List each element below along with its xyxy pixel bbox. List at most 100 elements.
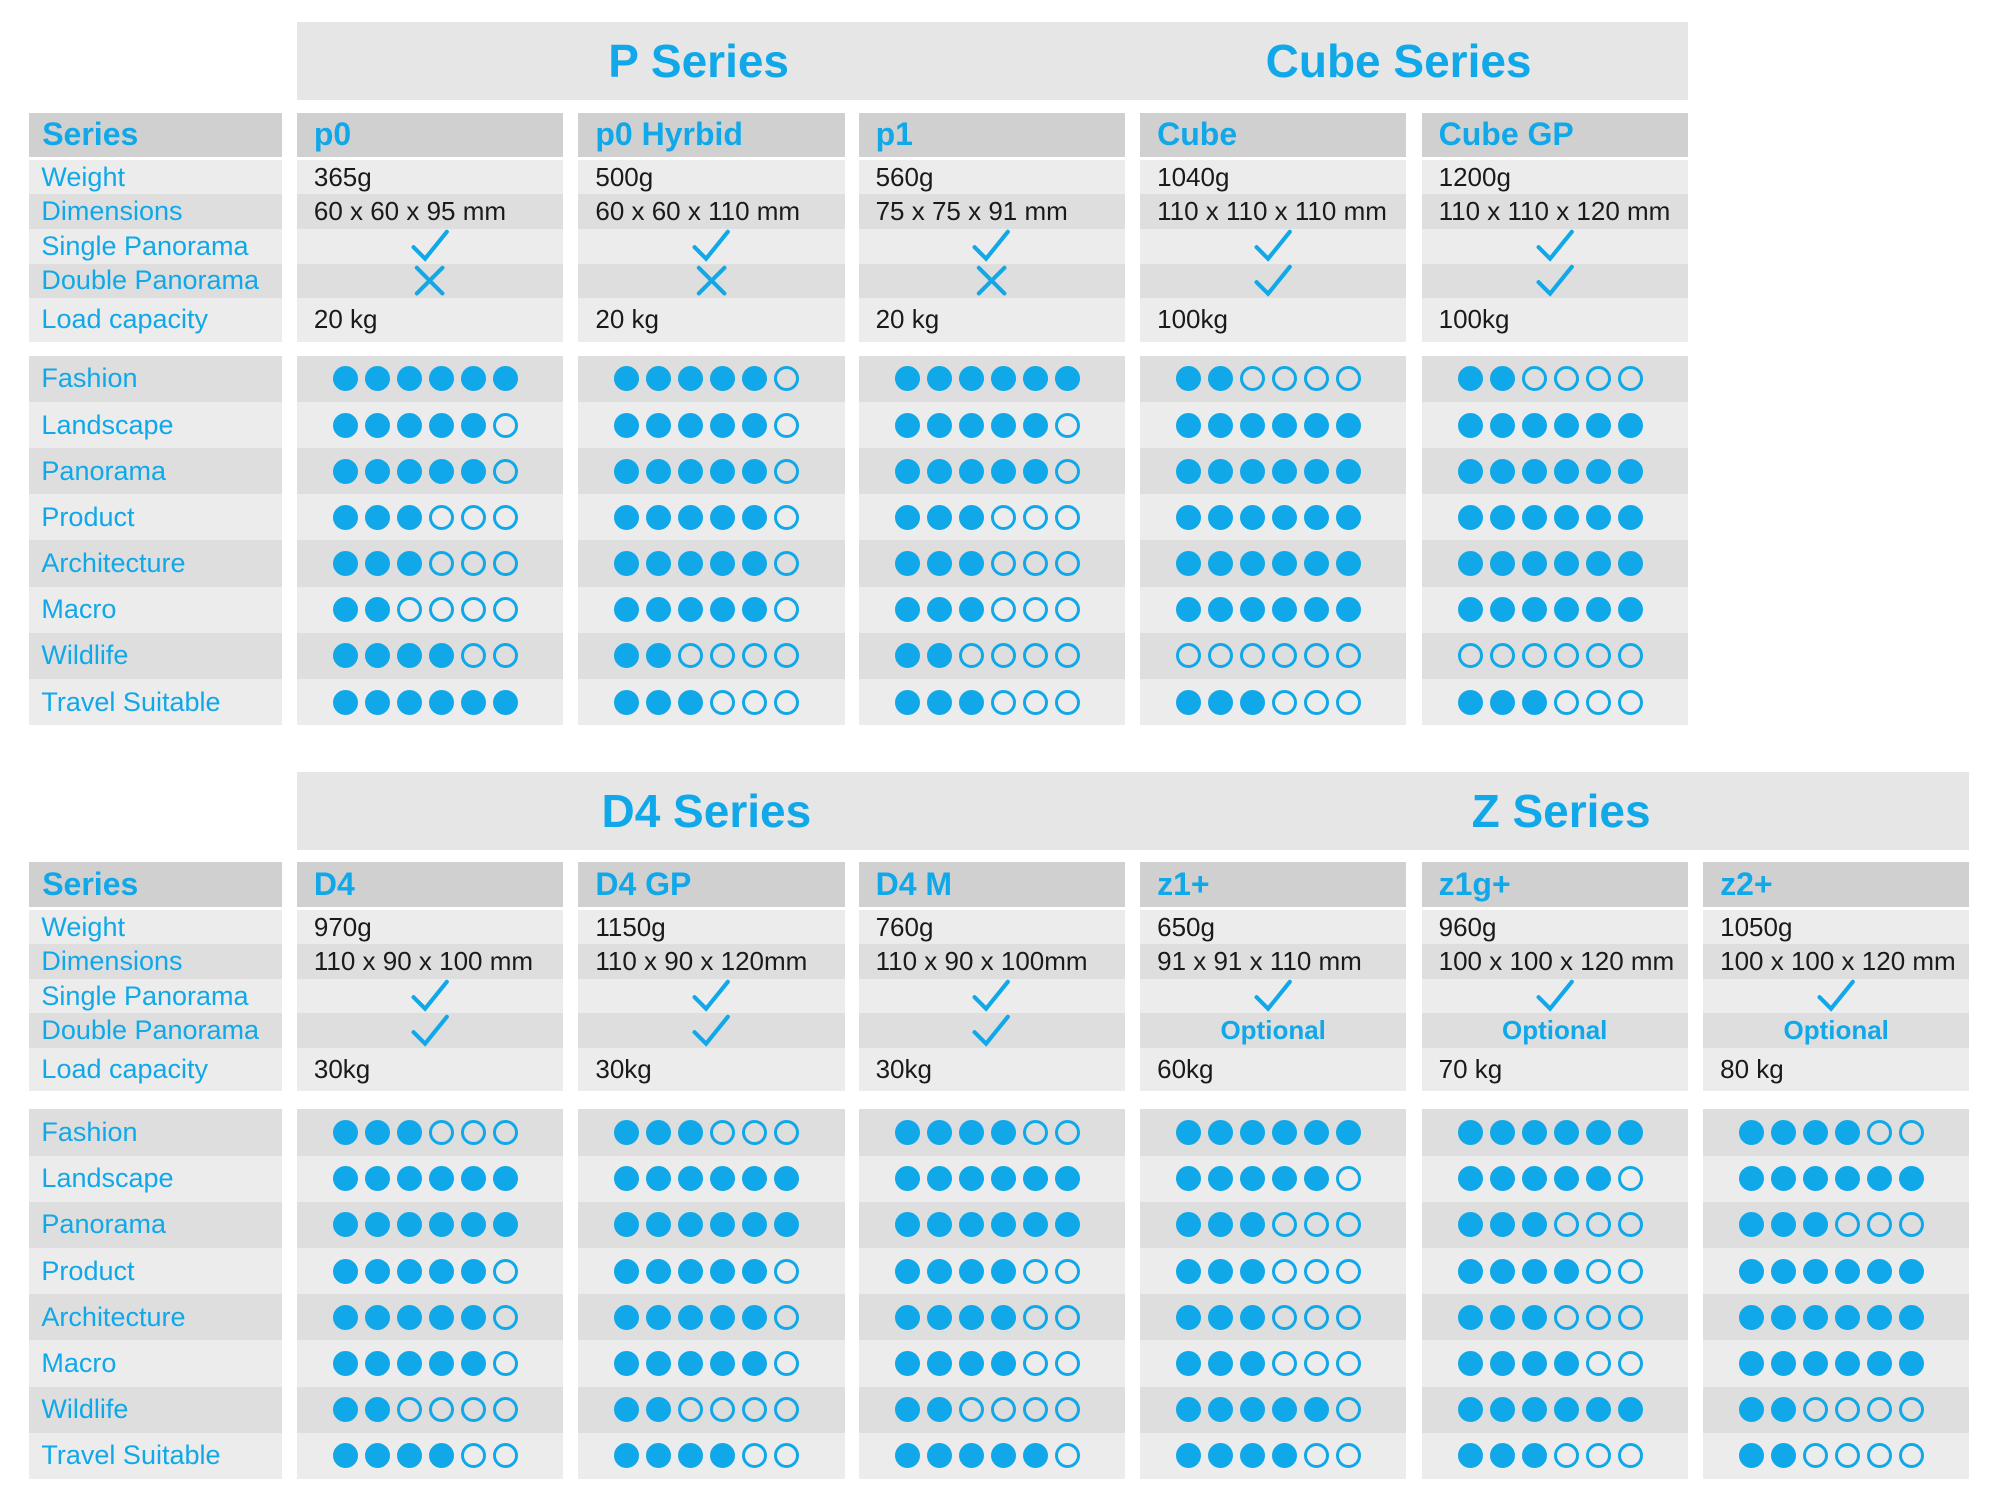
rating-row xyxy=(1421,1247,1688,1295)
filled-dot-icon xyxy=(678,1350,704,1376)
filled-dot-icon xyxy=(990,1119,1016,1145)
filled-dot-icon xyxy=(1022,1166,1048,1192)
empty-dot-icon xyxy=(742,1397,768,1423)
empty-dot-icon xyxy=(1272,1304,1298,1330)
filled-dot-icon xyxy=(1054,366,1080,392)
empty-dot-icon xyxy=(428,504,454,530)
filled-dot-icon xyxy=(990,412,1016,438)
filled-dot-icon xyxy=(1176,1397,1202,1423)
filled-dot-icon xyxy=(1835,1350,1861,1376)
check-icon xyxy=(1254,263,1292,299)
rating-label-row: Panorama xyxy=(29,448,282,495)
empty-dot-icon xyxy=(1899,1397,1925,1423)
filled-dot-icon xyxy=(1617,1119,1643,1145)
filled-dot-icon xyxy=(364,1119,390,1145)
filled-dot-icon xyxy=(1489,412,1515,438)
empty-dot-icon xyxy=(1585,1304,1611,1330)
empty-dot-icon xyxy=(1022,1397,1048,1423)
filled-dot-icon xyxy=(1208,1212,1234,1238)
spec-label: Load capacity xyxy=(41,1054,209,1085)
rating-dots xyxy=(1140,551,1362,577)
filled-dot-icon xyxy=(428,1350,454,1376)
filled-dot-icon xyxy=(710,597,736,623)
filled-dot-icon xyxy=(332,1166,358,1192)
rating-dots xyxy=(578,1397,800,1423)
filled-dot-icon xyxy=(990,1350,1016,1376)
filled-dot-icon xyxy=(646,1350,672,1376)
rating-row xyxy=(1703,1386,1970,1433)
model-name: z2+ xyxy=(1703,862,1970,908)
filled-dot-icon xyxy=(678,689,704,715)
model-name: Cube GP xyxy=(1421,112,1688,158)
filled-dot-icon xyxy=(1457,1397,1483,1423)
empty-dot-icon xyxy=(1803,1397,1829,1423)
empty-dot-icon xyxy=(958,643,984,669)
filled-dot-icon xyxy=(894,1166,920,1192)
empty-dot-icon xyxy=(1867,1397,1893,1423)
spec-value-dimensions: 60 x 60 x 110 mm xyxy=(595,196,801,227)
model-rating-column xyxy=(296,1109,563,1479)
filled-dot-icon xyxy=(364,366,390,392)
filled-dot-icon xyxy=(1771,1258,1797,1284)
empty-dot-icon xyxy=(774,1258,800,1284)
filled-dot-icon xyxy=(1585,1166,1611,1192)
filled-dot-icon xyxy=(894,597,920,623)
filled-dot-icon xyxy=(1457,504,1483,530)
model-name: z1+ xyxy=(1140,862,1407,908)
filled-dot-icon xyxy=(678,551,704,577)
rating-dots xyxy=(1140,412,1362,438)
filled-dot-icon xyxy=(1176,366,1202,392)
filled-dot-icon xyxy=(428,412,454,438)
rating-dots xyxy=(1140,1258,1362,1284)
filled-dot-icon xyxy=(396,1443,422,1469)
spec-row-single xyxy=(858,229,1125,264)
filled-dot-icon xyxy=(1176,1166,1202,1192)
filled-dot-icon xyxy=(1208,597,1234,623)
filled-dot-icon xyxy=(1208,1304,1234,1330)
filled-dot-icon xyxy=(1272,412,1298,438)
empty-dot-icon xyxy=(1022,643,1048,669)
rating-row xyxy=(1421,1155,1688,1202)
spec-row-weight: 1150g xyxy=(578,909,845,945)
spec-value-load: 70 kg xyxy=(1438,1054,1503,1085)
spec-value-load: 20 kg xyxy=(875,304,940,335)
spec-value-load: 100kg xyxy=(1438,304,1510,335)
spec-value-weight: 650g xyxy=(1157,911,1215,942)
rating-dots xyxy=(1422,597,1643,623)
filled-dot-icon xyxy=(1176,412,1202,438)
spec-row-load: 100kg xyxy=(1421,298,1688,342)
rating-label: Travel Suitable xyxy=(41,686,221,717)
rating-dots xyxy=(1703,1397,1925,1423)
rating-row xyxy=(1140,401,1407,449)
filled-dot-icon xyxy=(894,551,920,577)
filled-dot-icon xyxy=(1054,1166,1080,1192)
rating-label-row: Wildlife xyxy=(29,1386,282,1433)
rating-dots xyxy=(1422,458,1643,484)
rating-label-row: Panorama xyxy=(29,1201,282,1248)
spec-row-dimensions: 100 x 100 x 120 mm xyxy=(1421,944,1688,979)
empty-dot-icon xyxy=(1272,1258,1298,1284)
spec-row-load: 30kg xyxy=(858,1047,1125,1092)
rating-dots xyxy=(297,597,518,623)
empty-dot-icon xyxy=(1553,689,1579,715)
empty-dot-icon xyxy=(1867,1119,1893,1145)
spec-row-dimensions: 60 x 60 x 95 mm xyxy=(296,194,563,230)
rating-dots xyxy=(578,1166,800,1192)
rating-row xyxy=(296,1432,563,1479)
rating-dots xyxy=(1140,1350,1362,1376)
spec-value-weight: 970g xyxy=(313,911,372,942)
rating-dots xyxy=(1140,504,1362,530)
filled-dot-icon xyxy=(1771,1443,1797,1469)
filled-dot-icon xyxy=(678,1258,704,1284)
filled-dot-icon xyxy=(678,412,704,438)
rating-row xyxy=(1140,1340,1407,1387)
filled-dot-icon xyxy=(1489,1350,1515,1376)
filled-dot-icon xyxy=(1457,366,1483,392)
filled-dot-icon xyxy=(894,504,920,530)
filled-dot-icon xyxy=(1771,1304,1797,1330)
empty-dot-icon xyxy=(990,643,1016,669)
rating-row xyxy=(1421,355,1688,402)
rating-dots xyxy=(297,643,518,669)
spec-label-row: Load capacity xyxy=(29,298,282,342)
empty-dot-icon xyxy=(774,643,800,669)
